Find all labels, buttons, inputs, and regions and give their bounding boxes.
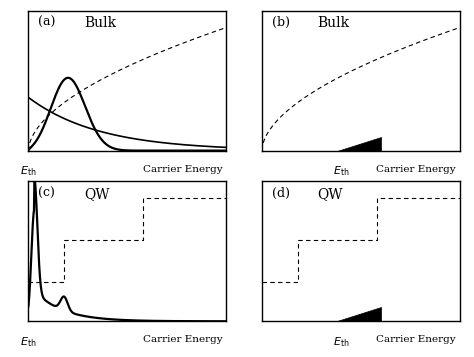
Text: $E_{\rm th}$: $E_{\rm th}$ xyxy=(20,335,36,349)
Text: Bulk: Bulk xyxy=(84,16,116,30)
Text: $E_{\rm th}$: $E_{\rm th}$ xyxy=(333,335,349,349)
Text: (d): (d) xyxy=(272,187,290,200)
Text: $E_{\rm th}$: $E_{\rm th}$ xyxy=(20,165,36,178)
Polygon shape xyxy=(337,137,381,151)
Text: (c): (c) xyxy=(38,187,55,200)
Text: Carrier Energy: Carrier Energy xyxy=(376,165,456,174)
Text: Carrier Energy: Carrier Energy xyxy=(143,335,223,344)
Polygon shape xyxy=(337,307,381,321)
Text: QW: QW xyxy=(317,187,343,201)
Text: (a): (a) xyxy=(38,16,56,29)
Text: $E_{\rm th}$: $E_{\rm th}$ xyxy=(333,165,349,178)
Text: (b): (b) xyxy=(272,16,290,29)
Text: Carrier Energy: Carrier Energy xyxy=(376,335,456,344)
Text: Bulk: Bulk xyxy=(317,16,349,30)
Text: Carrier Energy: Carrier Energy xyxy=(143,165,223,174)
Text: QW: QW xyxy=(84,187,109,201)
